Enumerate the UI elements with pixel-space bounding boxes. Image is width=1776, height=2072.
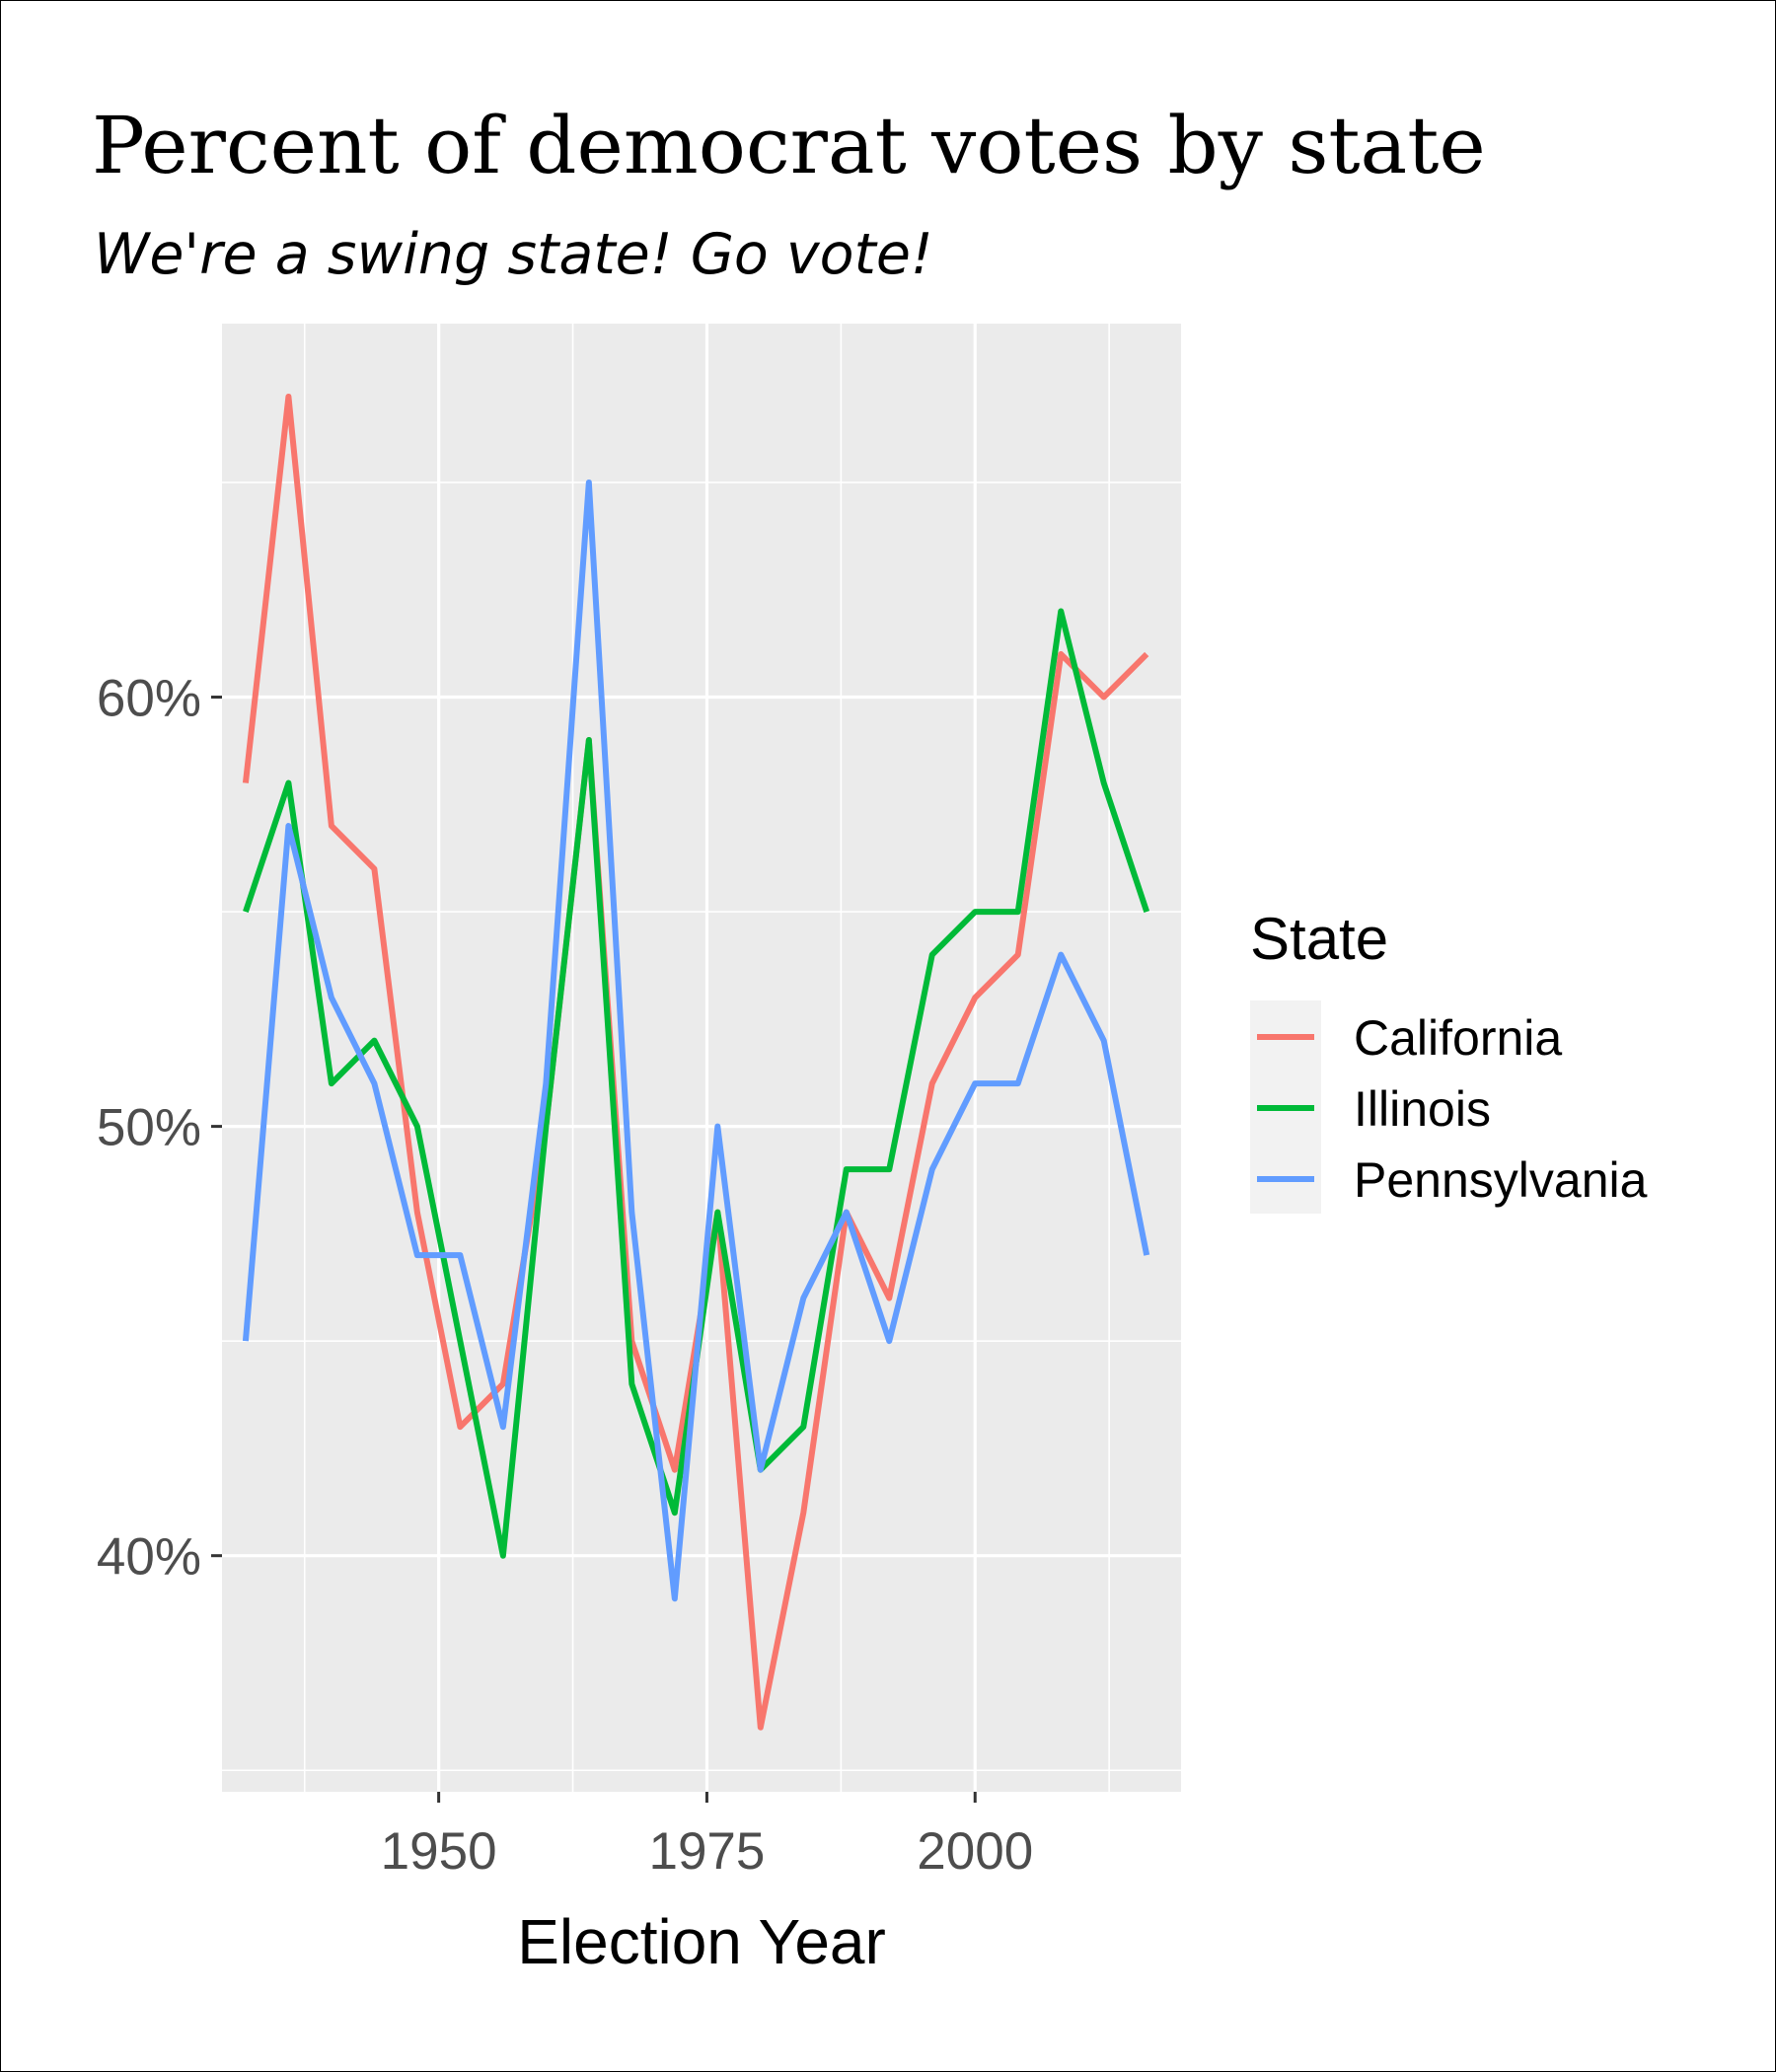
y-tick-label: 50% — [97, 1099, 201, 1157]
y-axis: 40% 50% 60% — [97, 670, 222, 1587]
legend-label-california: California — [1354, 1010, 1562, 1066]
legend: State California Illinois Pennsylvania — [1250, 906, 1648, 1214]
series-line-pennsylvania — [242, 479, 1150, 1602]
legend-label-pennsylvania: Pennsylvania — [1354, 1152, 1648, 1208]
major-gridlines — [222, 324, 1181, 1792]
x-axis-title: Election Year — [517, 1906, 886, 1977]
x-axis: 1950 1975 2000 — [381, 1792, 1033, 1881]
legend-label-illinois: Illinois — [1354, 1081, 1491, 1137]
y-tick-label: 60% — [97, 670, 201, 728]
x-tick-label: 1975 — [648, 1822, 765, 1881]
chart-subtitle: We're a swing state! Go vote! — [94, 222, 933, 287]
plot-panel — [222, 324, 1181, 1792]
chart-title: Percent of democrat votes by state — [92, 100, 1486, 191]
legend-title: State — [1250, 906, 1388, 972]
y-tick-label: 40% — [97, 1528, 201, 1587]
x-tick-label: 1950 — [381, 1822, 497, 1881]
x-tick-label: 2000 — [917, 1822, 1033, 1881]
series-lines — [242, 393, 1150, 1731]
